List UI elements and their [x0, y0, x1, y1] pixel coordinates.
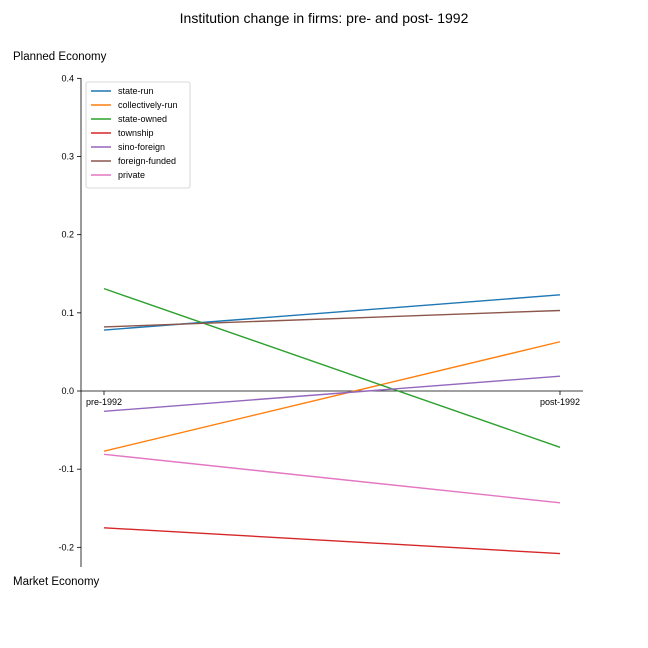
series-line-private [103, 453, 561, 504]
y-axis-top-label: Planned Economy [13, 51, 107, 63]
y-tick-label: -0.2 [58, 542, 74, 552]
legend-label: state-owned [118, 114, 167, 124]
series-line-township [103, 527, 561, 555]
x-tick-label: post-1992 [540, 397, 580, 407]
x-tick-label: pre-1992 [86, 397, 122, 407]
y-tick-label: 0.4 [61, 73, 74, 83]
legend-label: collectively-run [118, 100, 178, 110]
y-tick-label: 0.0 [61, 386, 74, 396]
series-line-sino-foreign [103, 375, 561, 413]
axes: -0.2 -0.1 0.0 0.1 0.2 0.3 0.4 pre-1992 post-1992 [58, 73, 583, 567]
series-line-collectively-run [103, 341, 561, 452]
series-line-state-owned [103, 287, 561, 448]
chart-title: Institution change in firms: pre- and po… [179, 10, 469, 26]
y-tick-label: -0.1 [58, 464, 74, 474]
y-tick-label: 0.1 [61, 308, 74, 318]
y-tick-label: 0.3 [61, 152, 74, 162]
legend: state-run collectively-run state-owned town… [85, 81, 191, 189]
legend-label: foreign-funded [118, 156, 176, 166]
legend-label: private [118, 170, 145, 180]
legend-box [85, 81, 191, 189]
legend-label: state-run [118, 86, 154, 96]
legend-label: township [118, 128, 154, 138]
y-axis-bottom-label: Market Economy [13, 576, 100, 588]
legend-label: sino-foreign [118, 142, 165, 152]
series-line-foreign-funded [103, 309, 561, 328]
series-lines [103, 287, 561, 555]
y-tick-label: 0.2 [61, 230, 74, 240]
